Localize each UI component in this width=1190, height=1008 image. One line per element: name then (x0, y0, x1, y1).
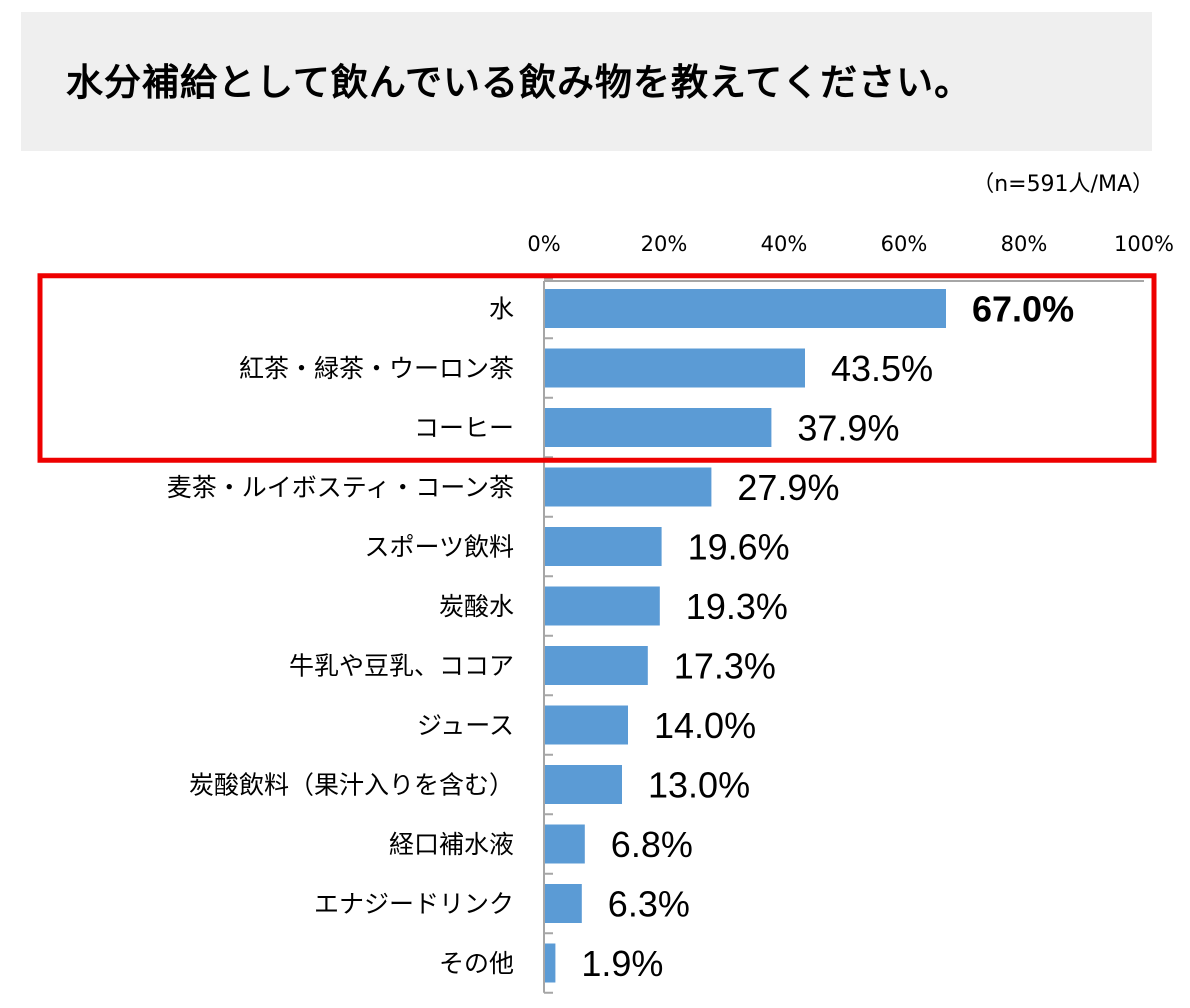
x-tick-label: 60% (881, 232, 928, 256)
category-label: コーヒー (414, 414, 514, 443)
category-label: スポーツ飲料 (364, 533, 514, 562)
data-label: 6.3% (608, 884, 690, 925)
category-label: その他 (439, 949, 514, 978)
bar (545, 824, 585, 864)
bar (545, 765, 622, 804)
x-tick-label: 20% (641, 232, 688, 256)
category-label: 麦茶・ルイボスティ・コーン茶 (167, 473, 514, 502)
category-label: 紅茶・緑茶・ウーロン茶 (239, 354, 514, 383)
category-label: ジュース (417, 711, 514, 740)
highlight-box (37, 273, 1157, 463)
data-label: 67.0% (972, 289, 1074, 330)
title-banner (21, 12, 1152, 151)
bar (545, 289, 946, 328)
data-label: 37.9% (797, 408, 899, 449)
data-label: 19.3% (686, 586, 788, 627)
category-label: 水 (489, 295, 514, 324)
data-label: 27.9% (737, 467, 839, 508)
bar (545, 527, 662, 566)
bar (545, 646, 648, 685)
sample-size-note: （n=591人/MA） (972, 172, 1154, 197)
x-tick-label: 40% (761, 232, 808, 256)
bar (545, 943, 556, 983)
data-label: 43.5% (831, 348, 933, 389)
x-tick-label: 0% (527, 232, 560, 256)
bar (545, 884, 582, 923)
data-label: 1.9% (581, 943, 663, 984)
data-label: 17.3% (674, 646, 776, 687)
data-label: 14.0% (654, 705, 756, 746)
data-label: 13.0% (648, 765, 750, 806)
category-label: 牛乳や豆乳、ココア (289, 652, 514, 681)
bar (545, 348, 805, 388)
bar (545, 467, 712, 507)
data-label: 19.6% (688, 527, 790, 568)
bar (545, 705, 628, 745)
category-label: 炭酸飲料（果汁入りを含む） (189, 771, 514, 800)
chart-title: 水分補給として飲んでいる飲み物を教えてください。 (66, 61, 973, 104)
data-label: 6.8% (611, 824, 693, 865)
category-label: 経口補水液 (389, 830, 514, 859)
bar (545, 408, 772, 447)
x-tick-label: 80% (1001, 232, 1048, 256)
category-label: エナジードリンク (314, 890, 514, 919)
category-label: 炭酸水 (439, 592, 514, 621)
x-tick-label: 100% (1114, 232, 1174, 256)
bar (545, 586, 660, 626)
